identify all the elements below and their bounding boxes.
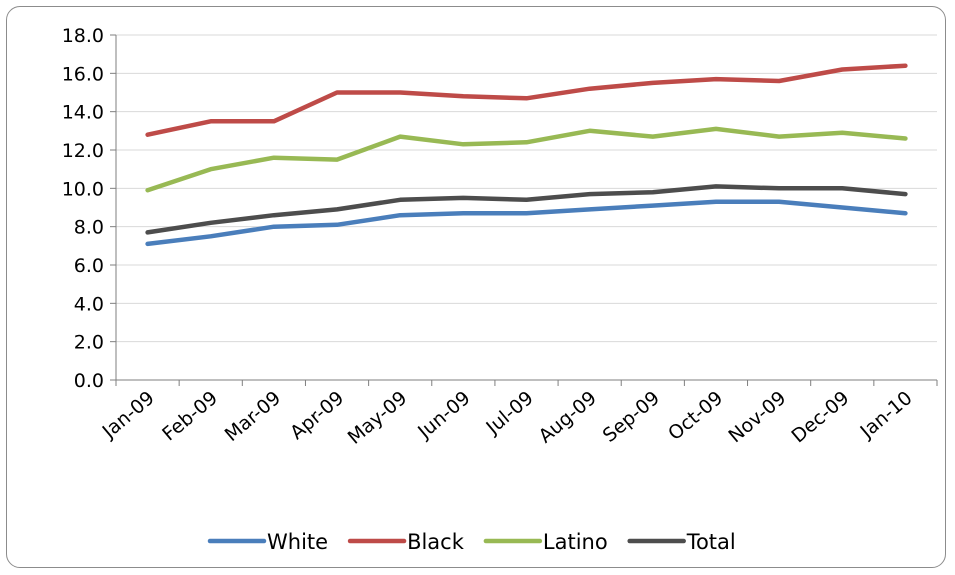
y-tick-label: 12.0 — [62, 140, 104, 162]
x-tick-label: Dec-09 — [787, 387, 853, 447]
x-tick-label: Apr-09 — [286, 387, 348, 444]
x-tick-label: Feb-09 — [158, 387, 222, 445]
legend: White Black Latino Total — [207, 530, 736, 554]
chart-frame — [6, 6, 946, 568]
series-line-latino — [145, 126, 908, 193]
y-tick-label: 16.0 — [62, 63, 104, 85]
y-tick-label: 0.0 — [74, 370, 104, 392]
axes — [110, 34, 938, 386]
legend-label-latino: Latino — [543, 530, 608, 554]
y-tick-label: 2.0 — [74, 332, 104, 354]
legend-label-black: Black — [407, 530, 465, 554]
y-tick-label: 4.0 — [74, 293, 104, 315]
x-tick-label: Aug-09 — [535, 387, 601, 448]
legend-label-white: White — [267, 530, 328, 554]
x-tick-label: Jun-09 — [413, 387, 474, 444]
y-tick-label: 6.0 — [74, 255, 104, 277]
x-tick-label: Nov-09 — [724, 387, 790, 447]
y-tick-label: 14.0 — [62, 102, 104, 124]
legend-label-total: Total — [686, 530, 736, 554]
x-tick-label: Jan-09 — [98, 387, 159, 443]
y-tick-label: 18.0 — [62, 25, 104, 47]
series-lines — [145, 63, 908, 247]
series-line-total — [145, 184, 908, 235]
x-tick-label: Oct-09 — [664, 387, 727, 445]
y-tick-labels: 0.0 2.0 4.0 6.0 8.0 10.0 12.0 14.0 16.0 18.0 — [62, 25, 104, 392]
y-tick-label: 8.0 — [74, 217, 104, 239]
x-tick-label: Sep-09 — [599, 387, 664, 447]
series-line-black — [145, 63, 908, 137]
x-tick-label: Jan-10 — [856, 387, 917, 443]
gridlines — [116, 34, 937, 343]
x-tick-label: May-09 — [344, 387, 412, 449]
series-line-white — [145, 199, 908, 247]
x-tick-label: Jul-09 — [481, 387, 537, 439]
y-tick-label: 10.0 — [62, 178, 104, 200]
x-tick-label: Mar-09 — [221, 387, 285, 446]
